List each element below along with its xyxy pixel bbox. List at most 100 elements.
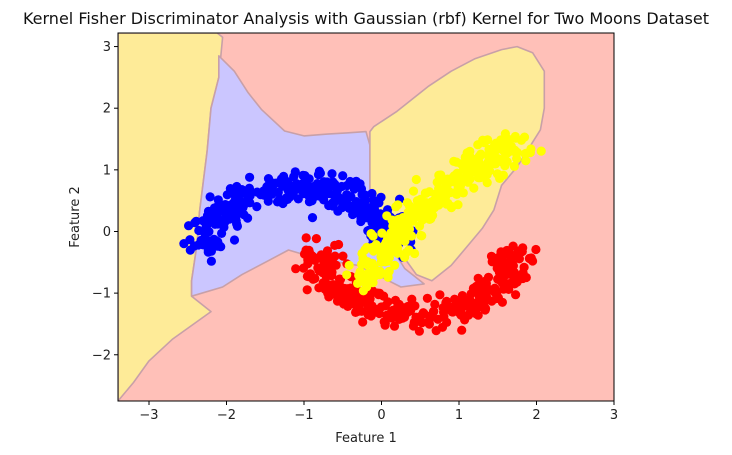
point-blue [367, 188, 377, 199]
point-red [414, 326, 424, 336]
point-red [481, 278, 491, 288]
point-blue [327, 169, 337, 179]
point-red [311, 234, 321, 244]
point-blue [324, 200, 334, 211]
point-yellow [482, 178, 492, 188]
point-blue [337, 181, 347, 192]
point-blue [219, 222, 229, 232]
point-blue [200, 229, 210, 239]
point-yellow [436, 170, 446, 180]
point-yellow [404, 245, 414, 255]
point-red [495, 260, 505, 271]
point-red [330, 240, 340, 250]
y-tick-label: −2 [92, 348, 111, 363]
point-yellow [474, 151, 484, 161]
point-yellow [376, 248, 386, 258]
point-blue [206, 256, 216, 266]
point-blue [357, 209, 367, 219]
point-red [430, 299, 440, 309]
point-yellow [377, 228, 387, 238]
point-red [444, 304, 454, 314]
x-axis-label: Feature 1 [335, 431, 397, 446]
point-red [465, 296, 475, 306]
point-blue [235, 188, 245, 198]
point-red [389, 321, 400, 331]
point-yellow [488, 155, 498, 165]
point-blue [220, 214, 230, 225]
x-tick-label: 1 [455, 408, 463, 423]
point-yellow [508, 146, 518, 156]
point-blue [288, 189, 298, 199]
x-tick-label: −3 [139, 408, 158, 423]
point-red [323, 280, 333, 290]
point-yellow [498, 170, 508, 180]
chart-title: Kernel Fisher Discriminator Analysis wit… [23, 9, 709, 28]
point-blue [185, 245, 195, 255]
point-red [323, 264, 333, 274]
point-blue [313, 170, 324, 180]
point-red [435, 290, 445, 300]
point-yellow [413, 209, 423, 219]
point-yellow [451, 170, 461, 180]
point-blue [196, 235, 206, 246]
point-red [310, 273, 320, 284]
point-blue [229, 235, 240, 245]
point-red [403, 307, 413, 317]
point-yellow [392, 237, 402, 247]
scatter-points [179, 129, 546, 336]
point-yellow [408, 216, 418, 226]
y-tick-label: 3 [103, 40, 111, 55]
point-blue [191, 216, 201, 226]
point-yellow [520, 149, 530, 159]
point-red [471, 309, 481, 319]
point-yellow [391, 202, 401, 212]
point-yellow [390, 260, 400, 270]
point-blue [315, 191, 325, 201]
point-yellow [368, 231, 378, 241]
point-yellow [502, 157, 512, 167]
point-red [422, 293, 432, 303]
point-red [333, 291, 343, 301]
point-yellow [383, 272, 393, 282]
point-red [379, 317, 389, 327]
point-red [324, 292, 334, 302]
point-yellow [464, 154, 474, 164]
point-blue [284, 182, 294, 192]
point-yellow [358, 253, 368, 263]
point-yellow [375, 270, 385, 280]
point-blue [256, 190, 266, 200]
x-tick-label: −1 [294, 408, 313, 423]
point-yellow [462, 170, 472, 180]
point-yellow [447, 202, 457, 212]
point-blue [370, 201, 380, 211]
point-blue [179, 239, 189, 249]
point-yellow [362, 282, 372, 292]
point-red [368, 304, 378, 314]
point-blue [276, 174, 286, 184]
y-tick-label: 0 [103, 225, 111, 240]
point-red [524, 253, 535, 264]
point-yellow [412, 196, 422, 206]
point-yellow [521, 156, 531, 166]
x-tick-label: −2 [217, 408, 236, 423]
point-blue [252, 202, 262, 212]
point-blue [203, 206, 214, 216]
point-yellow [393, 214, 404, 224]
point-red [339, 299, 349, 309]
point-red [419, 309, 429, 319]
point-red [373, 288, 383, 298]
point-yellow [416, 230, 426, 241]
point-red [480, 305, 490, 315]
point-blue [245, 172, 255, 182]
point-red [330, 251, 340, 261]
point-red [508, 276, 518, 286]
point-red [521, 272, 531, 283]
point-yellow [353, 278, 363, 288]
point-red [314, 283, 324, 293]
point-red [299, 249, 310, 259]
point-blue [205, 192, 215, 202]
point-yellow [354, 270, 364, 280]
point-blue [245, 186, 255, 196]
point-yellow [469, 183, 479, 193]
point-blue [350, 201, 360, 211]
